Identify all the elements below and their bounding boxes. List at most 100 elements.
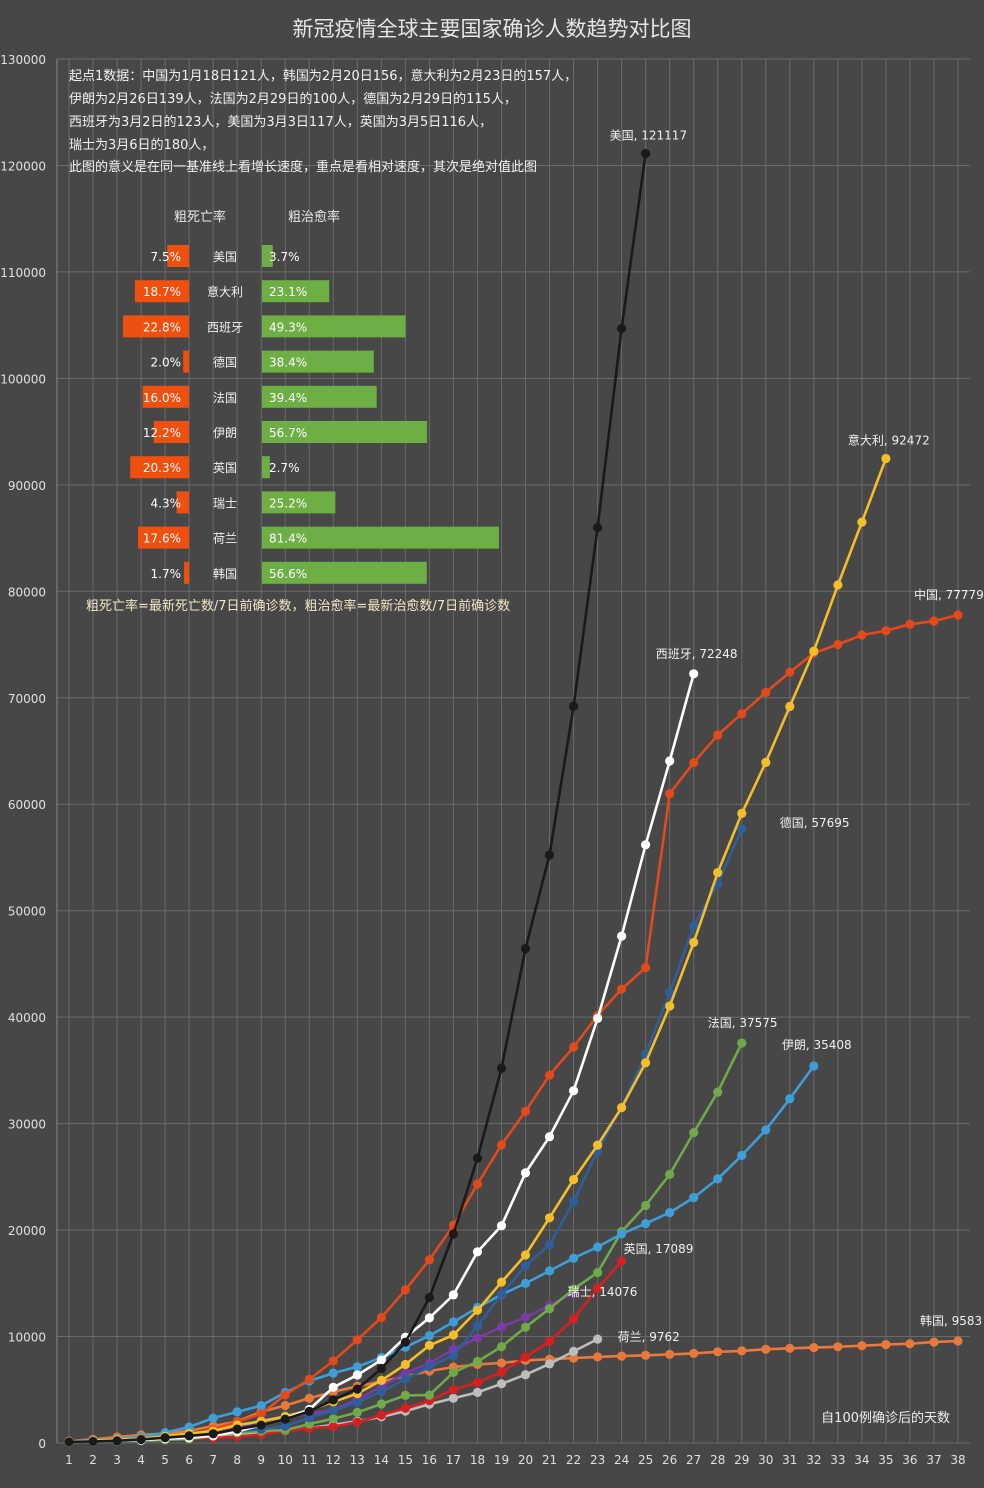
cure-rate-label: 56.6%: [269, 567, 307, 581]
data-point: [472, 1356, 483, 1367]
inset-rate-table: 粗死亡率 粗治愈率 7.5% 美国 3.7% 18.7% 意大利 23.1% 22.8% 西班牙 4…: [86, 209, 510, 614]
data-point: [448, 1367, 458, 1377]
cure-rate-bar: [262, 456, 270, 479]
death-rate-bar: [184, 561, 189, 584]
y-tick-label: 100000: [0, 372, 46, 386]
data-point: [328, 1356, 338, 1366]
data-point: [304, 1374, 314, 1384]
x-tick-label: 16: [422, 1453, 437, 1467]
data-point: [400, 1390, 410, 1400]
data-point: [400, 1359, 410, 1370]
y-tick-label: 30000: [8, 1118, 46, 1132]
data-point: [400, 1403, 410, 1413]
data-point: [641, 1219, 651, 1229]
x-tick-label: 34: [854, 1453, 869, 1467]
data-point: [328, 1382, 338, 1392]
data-point: [496, 1063, 507, 1073]
data-point: [544, 1304, 555, 1314]
series-end-labels: 中国, 77779 韩国, 9583 意大利, 92472 伊朗, 35408 法国, …: [568, 129, 984, 1345]
data-point: [665, 1169, 675, 1179]
data-point: [496, 1342, 507, 1352]
data-point: [737, 709, 747, 719]
note-line: 瑞士为3月6日的180人，: [69, 137, 214, 153]
series-中国: [64, 610, 963, 1447]
data-point: [785, 667, 795, 677]
x-tick-label: 6: [185, 1453, 193, 1467]
data-point: [304, 1393, 314, 1403]
data-point: [569, 1353, 579, 1363]
data-point: [520, 1168, 531, 1178]
y-tick-label: 120000: [0, 159, 46, 173]
y-tick-label: 110000: [0, 266, 46, 280]
data-point: [520, 1261, 531, 1271]
data-point: [424, 1255, 434, 1265]
data-point: [448, 1351, 458, 1361]
data-point: [376, 1399, 386, 1409]
data-point: [809, 1061, 819, 1071]
data-point: [929, 1337, 939, 1347]
data-point: [544, 1213, 555, 1223]
x-tick-label: 18: [470, 1453, 485, 1467]
country-label: 美国: [213, 250, 237, 264]
x-tick-label: 24: [614, 1453, 629, 1467]
data-point: [617, 931, 627, 941]
data-point: [665, 756, 675, 766]
data-point: [881, 453, 891, 464]
death-rate-label: 20.3%: [143, 461, 181, 475]
x-tick-label: 17: [446, 1453, 461, 1467]
x-tick-label: 29: [734, 1453, 749, 1467]
death-rate-bar: [153, 421, 189, 443]
data-point: [400, 1374, 410, 1384]
data-point: [400, 1337, 410, 1347]
data-point: [280, 1390, 290, 1400]
end-label: 中国, 77779: [914, 587, 984, 602]
data-point: [953, 1336, 963, 1346]
y-tick-label: 0: [38, 1437, 46, 1451]
data-point: [785, 701, 795, 712]
data-point: [593, 1352, 603, 1362]
data-point: [352, 1407, 362, 1417]
data-point: [641, 1058, 651, 1068]
rate-row: 18.7% 意大利 23.1%: [134, 280, 330, 303]
data-point: [689, 758, 699, 768]
data-point: [593, 1283, 603, 1293]
y-tick-label: 80000: [8, 585, 46, 599]
cure-rate-bar: [262, 526, 499, 549]
data-point: [593, 1242, 603, 1252]
cure-rate-label: 25.2%: [269, 496, 307, 510]
data-point: [472, 1247, 483, 1257]
data-point: [544, 1070, 555, 1080]
x-tick-label: 19: [494, 1453, 509, 1467]
data-point: [785, 1343, 795, 1353]
data-point: [448, 1290, 458, 1300]
cure-rate-label: 3.7%: [269, 250, 300, 264]
death-rate-bar: [123, 315, 189, 338]
data-point: [593, 1334, 603, 1344]
cure-rate-header: 粗治愈率: [288, 209, 340, 225]
data-point: [472, 1305, 483, 1315]
data-point: [833, 580, 843, 590]
data-point: [424, 1331, 434, 1341]
data-point: [593, 1140, 603, 1150]
y-tick-label: 40000: [8, 1011, 46, 1025]
data-point: [761, 1344, 771, 1354]
end-label: 荷兰, 9762: [618, 1330, 680, 1344]
data-point: [593, 522, 603, 533]
x-tick-label: 9: [257, 1453, 265, 1467]
data-point: [665, 988, 675, 998]
data-point: [496, 1289, 507, 1299]
cure-rate-label: 39.4%: [269, 391, 307, 405]
data-point: [569, 1042, 579, 1052]
data-point: [905, 619, 915, 629]
data-point: [448, 1393, 458, 1403]
data-point: [713, 1174, 723, 1184]
death-rate-label: 7.5%: [151, 250, 182, 264]
data-point: [569, 1314, 579, 1324]
data-point: [617, 984, 627, 994]
y-tick-label: 70000: [8, 692, 46, 706]
data-point: [304, 1413, 314, 1423]
end-label: 意大利, 92472: [848, 433, 930, 448]
data-point: [328, 1405, 338, 1415]
x-tick-label: 26: [662, 1453, 677, 1467]
